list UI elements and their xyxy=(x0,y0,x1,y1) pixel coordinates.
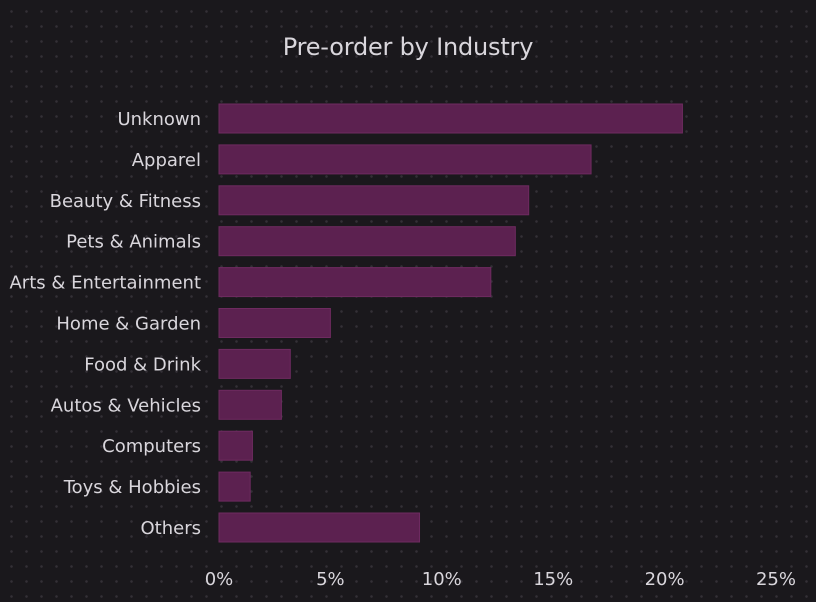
category-label: Beauty & Fitness xyxy=(50,191,201,212)
bar-computers xyxy=(218,430,253,461)
category-label: Food & Drink xyxy=(84,354,201,375)
bar-arts-entertainment xyxy=(218,267,492,298)
bar-pets-animals xyxy=(218,226,516,257)
category-label: Unknown xyxy=(117,109,201,130)
bar-others xyxy=(218,512,421,543)
x-tick-label: 5% xyxy=(316,569,345,590)
x-tick-label: 10% xyxy=(422,569,462,590)
category-label: Computers xyxy=(102,436,201,457)
bar-unknown xyxy=(218,103,683,134)
x-tick-label: 25% xyxy=(756,569,796,590)
category-label: Autos & Vehicles xyxy=(51,395,201,416)
category-label: Pets & Animals xyxy=(66,232,201,253)
category-label: Toys & Hobbies xyxy=(63,477,201,498)
bar-home-garden xyxy=(218,308,331,338)
category-label: Others xyxy=(141,518,202,539)
bar-food-drink xyxy=(218,348,291,379)
bar-apparel xyxy=(218,144,592,175)
bar-toys-hobbies xyxy=(218,471,251,502)
bar-beauty-fitness xyxy=(218,185,530,216)
category-label: Arts & Entertainment xyxy=(9,273,201,294)
category-label: Home & Garden xyxy=(56,314,201,335)
x-tick-label: 20% xyxy=(645,569,685,590)
x-tick-label: 15% xyxy=(533,569,573,590)
chart-title: Pre-order by Industry xyxy=(282,33,534,61)
bar-autos-vehicles xyxy=(218,389,282,420)
category-label: Apparel xyxy=(132,150,201,171)
x-tick-label: 0% xyxy=(205,569,234,590)
